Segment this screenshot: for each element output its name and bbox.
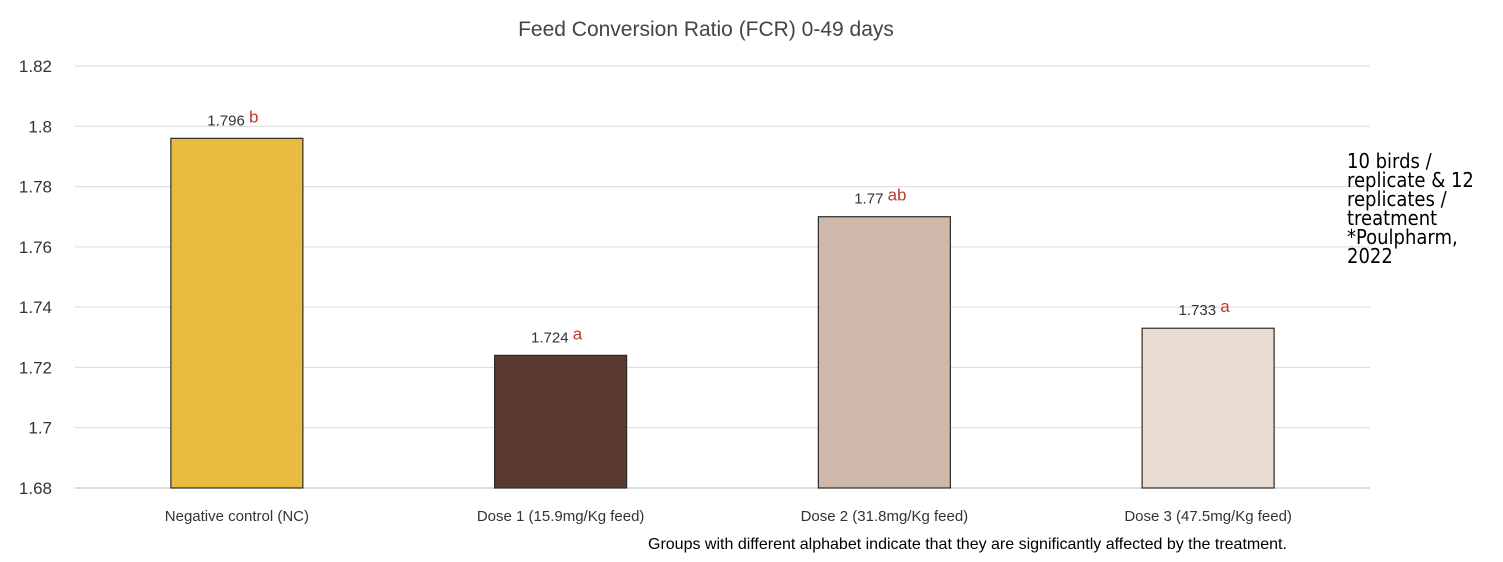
bar	[1141, 327, 1275, 489]
study-note-line: treatment	[1347, 206, 1438, 230]
y-tick-label: 1.7	[28, 419, 52, 438]
study-note: 10 birds / replicate & 12 replicates / t…	[1347, 149, 1497, 268]
study-note-line: replicate & 12	[1347, 168, 1474, 192]
bar	[170, 137, 304, 489]
significance-footnote: Groups with different alphabet indicate …	[648, 536, 1287, 553]
significance-letter: ab	[888, 186, 907, 205]
study-note-line: replicates /	[1347, 187, 1447, 211]
bar	[494, 354, 628, 489]
study-note-line: 2022	[1347, 244, 1393, 268]
y-tick-label: 1.8	[28, 117, 52, 136]
y-tick-label: 1.82	[19, 57, 52, 76]
data-label: 1.733 a	[1179, 297, 1231, 319]
study-note-line: *Poulpharm,	[1347, 225, 1458, 249]
y-tick-label: 1.74	[19, 298, 52, 317]
data-label: 1.796 b	[207, 107, 258, 129]
y-tick-label: 1.78	[19, 178, 52, 197]
significance-letter: a	[573, 324, 583, 343]
significance-letter: a	[1220, 297, 1230, 316]
x-tick-label: Dose 2 (31.8mg/Kg feed)	[801, 508, 969, 525]
y-tick-label: 1.72	[19, 358, 52, 377]
chart-title: Feed Conversion Ratio (FCR) 0-49 days	[518, 18, 894, 41]
bar	[817, 216, 951, 489]
x-tick-label: Dose 3 (47.5mg/Kg feed)	[1124, 508, 1292, 525]
y-tick-label: 1.76	[19, 238, 52, 257]
y-tick-label: 1.68	[19, 479, 52, 498]
x-tick-label: Negative control (NC)	[165, 508, 309, 525]
study-note-line: 10 birds /	[1347, 149, 1432, 173]
x-tick-label: Dose 1 (15.9mg/Kg feed)	[477, 508, 645, 525]
data-label: 1.77 ab	[854, 186, 906, 208]
significance-letter: b	[249, 107, 258, 126]
data-label: 1.724 a	[531, 324, 583, 346]
